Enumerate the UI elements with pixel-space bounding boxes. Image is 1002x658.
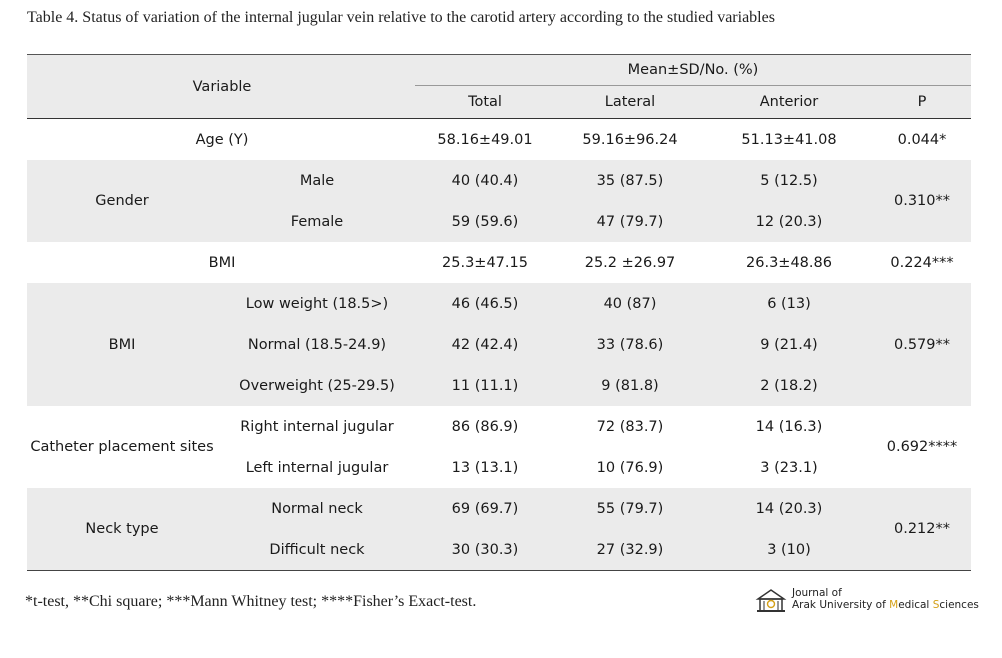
cell-anterior: 14 (16.3)	[755, 418, 823, 435]
group-label: BMI	[108, 336, 136, 353]
table-row-age: Age (Y) 58.16±49.01 59.16±96.24 51.13±41…	[27, 119, 971, 160]
group-label: Neck type	[85, 521, 159, 537]
cell-total: 46 (46.5)	[451, 295, 519, 312]
sub-label: Male	[299, 172, 335, 189]
logo-line-1: Journal of	[792, 587, 842, 599]
cell-total: 69 (69.7)	[451, 500, 519, 517]
cell-anterior: 6 (13)	[767, 295, 811, 312]
header-total: Total	[468, 94, 502, 110]
cell-anterior: 2 (18.2)	[760, 377, 818, 394]
group-label: Gender	[95, 193, 149, 209]
cell-total: 11 (11.1)	[451, 377, 519, 394]
sub-label: Overweight (25-29.5)	[239, 377, 395, 394]
table-group-bmi: BMI Low weight (18.5>) 46 (46.5) 40 (87)…	[27, 283, 971, 406]
cell-anterior: 3 (10)	[767, 541, 811, 558]
cell-p: 0.310**	[893, 193, 950, 209]
cell-lateral: 72 (83.7)	[596, 418, 664, 435]
row-label: Age (Y)	[195, 131, 249, 148]
cell-p: 0.579**	[893, 336, 950, 353]
cell-p: 0.224***	[890, 254, 954, 271]
sub-label: Female	[290, 213, 344, 230]
table-group-catheter: Catheter placement sites Right internal …	[27, 406, 971, 488]
group-label: Catheter placement sites	[30, 439, 214, 455]
cell-lateral: 25.2 ±26.97	[584, 254, 676, 271]
logo-text: edical	[898, 599, 933, 611]
sub-label: Difficult neck	[269, 541, 365, 558]
journal-logo: Journal of Arak University of Medical Sc…	[754, 586, 979, 616]
table-footnote: *t-test, **Chi square; ***Mann Whitney t…	[25, 593, 477, 610]
header-lateral: Lateral	[604, 94, 656, 110]
table-header: Variable Mean±SD/No. (%) Total Lateral A…	[27, 54, 971, 119]
cell-anterior: 3 (23.1)	[760, 459, 818, 476]
cell-total: 13 (13.1)	[451, 459, 519, 476]
results-table: Variable Mean±SD/No. (%) Total Lateral A…	[27, 54, 971, 571]
cell-anterior: 51.13±41.08	[741, 131, 837, 148]
sub-label: Low weight (18.5>)	[245, 295, 389, 312]
cell-lateral: 27 (32.9)	[596, 541, 664, 558]
logo-text: M	[889, 599, 899, 611]
cell-total: 86 (86.9)	[451, 418, 519, 435]
logo-text: ciences	[939, 599, 979, 611]
cell-anterior: 5 (12.5)	[760, 172, 818, 189]
cell-p: 0.212**	[893, 521, 950, 537]
cell-p: 0.692****	[886, 439, 958, 455]
cell-lateral: 10 (76.9)	[596, 459, 664, 476]
table-caption: Table 4. Status of variation of the inte…	[27, 9, 775, 26]
sub-label: Right internal jugular	[240, 418, 394, 435]
header-p: P	[917, 94, 927, 110]
cell-anterior: 14 (20.3)	[755, 500, 823, 517]
cell-total: 25.3±47.15	[442, 254, 528, 271]
table-group-gender: Gender Male 40 (40.4) 35 (87.5) 5 (12.5)…	[27, 160, 971, 242]
sub-label: Left internal jugular	[245, 459, 389, 476]
cell-total: 58.16±49.01	[437, 131, 533, 148]
logo-text: S	[932, 599, 940, 611]
header-variable: Variable	[192, 78, 252, 95]
cell-lateral: 59.16±96.24	[582, 131, 678, 148]
cell-total: 59 (59.6)	[451, 213, 519, 230]
sub-label: Normal (18.5-24.9)	[247, 336, 387, 353]
header-anterior: Anterior	[759, 94, 819, 110]
table-row-bmi-mean: BMI 25.3±47.15 25.2 ±26.97 26.3±48.86 0.…	[27, 242, 971, 283]
cell-lateral: 9 (81.8)	[601, 377, 659, 394]
cell-p: 0.044*	[897, 131, 947, 148]
cell-lateral: 55 (79.7)	[596, 500, 664, 517]
journal-emblem-icon	[755, 589, 787, 612]
cell-anterior: 26.3±48.86	[746, 254, 832, 271]
cell-anterior: 12 (20.3)	[755, 213, 823, 230]
cell-total: 40 (40.4)	[451, 172, 519, 189]
cell-total: 42 (42.4)	[451, 336, 519, 353]
header-mean-group: Mean±SD/No. (%)	[415, 55, 971, 86]
cell-anterior: 9 (21.4)	[760, 336, 818, 353]
row-label: BMI	[208, 254, 236, 271]
logo-line-2: Arak University of Medical Sciences	[792, 599, 979, 611]
table-group-neck: Neck type Normal neck 69 (69.7) 55 (79.7…	[27, 488, 971, 571]
cell-lateral: 47 (79.7)	[596, 213, 664, 230]
cell-lateral: 40 (87)	[603, 295, 657, 312]
cell-lateral: 33 (78.6)	[596, 336, 664, 353]
cell-lateral: 35 (87.5)	[596, 172, 664, 189]
logo-text: Arak University of	[792, 599, 890, 611]
sub-label: Normal neck	[271, 500, 363, 517]
cell-total: 30 (30.3)	[451, 541, 519, 558]
